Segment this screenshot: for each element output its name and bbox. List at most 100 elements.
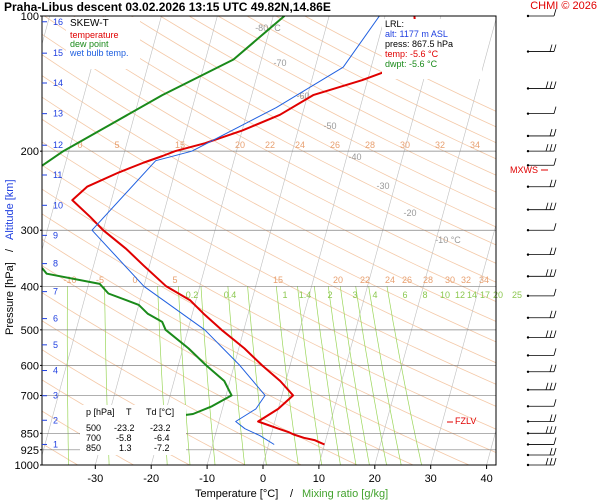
wind-barb bbox=[526, 44, 557, 53]
isotherm-label: -20 bbox=[403, 208, 416, 218]
dry-adiabat-line bbox=[42, 96, 496, 343]
wind-barb-base bbox=[526, 87, 530, 90]
wind-barb-flag bbox=[549, 247, 553, 255]
temperature-tick-label: -30 bbox=[87, 473, 103, 485]
wind-barb-flag bbox=[553, 364, 557, 372]
mixing-ratio-label: 2 bbox=[327, 290, 332, 300]
dry-adiabat-label: 0 bbox=[77, 140, 82, 150]
dry-adiabat-line bbox=[130, 16, 496, 210]
wind-barb-flag bbox=[549, 310, 553, 318]
wind-barb bbox=[526, 128, 557, 138]
dry-adiabat-label: 5 bbox=[172, 275, 177, 285]
wind-barb-flag bbox=[549, 364, 553, 372]
pressure-tick-label: 300 bbox=[21, 225, 39, 237]
wind-barb bbox=[526, 179, 557, 188]
wind-barb-flag bbox=[545, 144, 549, 152]
table-header-t: T bbox=[126, 407, 132, 417]
isotherm-line bbox=[318, 16, 442, 465]
pressure-tick-label: 200 bbox=[21, 146, 39, 158]
y-axis-label-altitude: Altitude [km] bbox=[4, 179, 16, 240]
isotherm-label: -50 bbox=[323, 121, 336, 131]
dry-adiabat-label: 34 bbox=[479, 275, 489, 285]
altitude-tick-label: 1 bbox=[53, 439, 58, 449]
x-axis-label-temperature: Temperature [°C] bbox=[195, 488, 278, 500]
dry-adiabat-label: 22 bbox=[360, 275, 370, 285]
axes: 1002003004005006007008509251000123456789… bbox=[15, 11, 493, 485]
wind-barb bbox=[526, 202, 557, 211]
altitude-tick-label: 11 bbox=[53, 170, 62, 180]
altitude-tick-label: 15 bbox=[53, 48, 63, 58]
wind-barb-flag bbox=[553, 414, 557, 422]
fzlv-label: FZLV bbox=[455, 416, 476, 426]
dry-adiabat-label: 32 bbox=[461, 275, 471, 285]
series-temperature-line bbox=[71, 16, 419, 446]
wind-barb-flag bbox=[553, 288, 557, 296]
legend-heading: SKEW-T bbox=[70, 18, 109, 29]
temperature-tick-label: -20 bbox=[143, 473, 159, 485]
legend-item-temperature: temperature bbox=[70, 30, 119, 40]
mixing-ratio-label: 6 bbox=[402, 290, 407, 300]
dry-adiabat-line bbox=[102, 16, 496, 228]
wind-barb-flag bbox=[553, 179, 557, 187]
isotherm-label: -10 °C bbox=[435, 235, 461, 245]
dry-adiabat-line bbox=[42, 164, 496, 407]
wind-barb-base bbox=[526, 253, 530, 256]
dry-adiabat-line bbox=[42, 54, 496, 302]
wind-barb-base bbox=[526, 388, 530, 391]
wind-barb-flag bbox=[549, 44, 553, 52]
wind-barb-flag bbox=[549, 414, 553, 422]
mixing-ratio-label: 12 bbox=[455, 290, 465, 300]
dry-adiabat-line bbox=[44, 16, 496, 264]
lrl-heading: LRL: bbox=[385, 19, 405, 29]
y-axis-label-sep: / bbox=[4, 248, 16, 252]
wind-barb-flag bbox=[553, 128, 557, 137]
wind-barb-flag bbox=[553, 382, 557, 390]
mixing-ratio-label: 25 bbox=[512, 290, 522, 300]
wind-barb bbox=[526, 382, 557, 391]
wind-barb bbox=[526, 426, 557, 435]
dry-adiabat-label: 20 bbox=[235, 140, 245, 150]
mixing-ratio-label: 0.2 bbox=[186, 290, 199, 300]
x-axis-label-sep: / bbox=[290, 488, 294, 500]
altitude-tick-label: 14 bbox=[53, 78, 63, 88]
dry-adiabat-label: 5 bbox=[114, 140, 119, 150]
wind-barb-flag bbox=[553, 437, 557, 445]
dry-adiabat-label: 26 bbox=[402, 275, 412, 285]
table-row-700-t: -5.8 bbox=[116, 433, 132, 443]
mixing-ratio-label: 4 bbox=[372, 290, 377, 300]
wind-barb bbox=[526, 223, 557, 232]
isotherm-line bbox=[374, 17, 496, 465]
wind-barb-base bbox=[526, 354, 530, 357]
wind-barb-flag bbox=[549, 81, 553, 89]
table-row-850-p: 850 bbox=[86, 443, 102, 453]
altitude-tick-label: 2 bbox=[53, 415, 58, 425]
wind-barb-base bbox=[526, 164, 530, 167]
wind-barb-base bbox=[526, 336, 530, 339]
table-row-850-td: -7.2 bbox=[154, 443, 170, 453]
temperature-tick-label: 0 bbox=[260, 473, 266, 485]
dry-adiabat-label: 0 bbox=[132, 275, 137, 285]
dry-adiabat-label: 24 bbox=[385, 275, 395, 285]
wind-barb-flag bbox=[553, 399, 557, 407]
isotherm-label: -80 °C bbox=[255, 23, 281, 33]
temperature-tick-label: 40 bbox=[480, 473, 492, 485]
series-dew-point-line bbox=[42, 16, 286, 446]
wind-barb-flag bbox=[549, 426, 553, 434]
altitude-tick-label: 16 bbox=[53, 17, 63, 27]
lrl-temperature: temp: -5.6 °C bbox=[385, 49, 439, 59]
pressure-tick-label: 600 bbox=[21, 360, 39, 372]
dry-adiabat-label: 15 bbox=[175, 140, 185, 150]
wind-barb-flag bbox=[549, 447, 553, 456]
wind-barb-base bbox=[526, 443, 530, 446]
wind-barb-base bbox=[526, 453, 530, 457]
wind-barb-base bbox=[526, 14, 530, 18]
wind-barb-flag bbox=[553, 310, 557, 318]
wind-barb-base bbox=[526, 50, 530, 53]
altitude-tick-label: 5 bbox=[53, 340, 58, 350]
wind-barb bbox=[526, 437, 557, 446]
isotherm-label: -30 bbox=[376, 181, 389, 191]
wind-barb-base bbox=[526, 405, 530, 408]
wind-barb-base bbox=[526, 134, 530, 138]
